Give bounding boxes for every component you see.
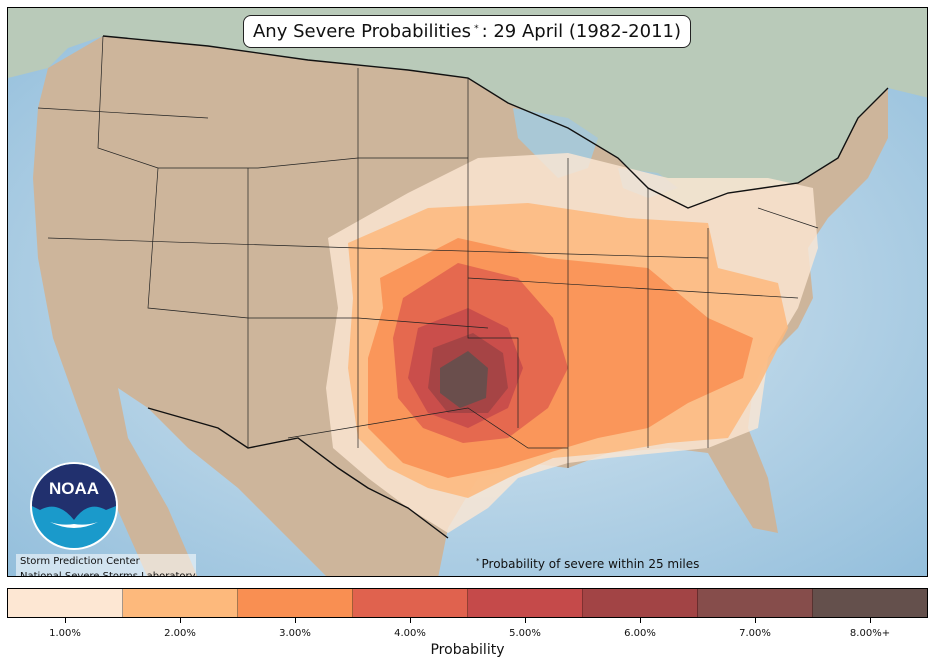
- colorbar-tick-label: 4.00%: [394, 628, 426, 639]
- colorbar-segment: [583, 589, 698, 617]
- contour-8pct: [440, 351, 488, 408]
- colorbar-tick-label: 6.00%: [624, 628, 656, 639]
- colorbar-label: Probability: [430, 642, 505, 658]
- colorbar-tick: [65, 617, 66, 623]
- credit-line-2: National Severe Storms Laboratory: [20, 571, 196, 577]
- colorbar-tick: [525, 617, 526, 623]
- colorbar-tick-label: 3.00%: [279, 628, 311, 639]
- colorbar-segment: [123, 589, 238, 617]
- colorbar-tick: [870, 617, 871, 623]
- title-suffix: : 29 April (1982-2011): [481, 21, 681, 42]
- map-panel: NOAA Storm Prediction Center National Se…: [7, 7, 928, 577]
- colorbar-segment: [813, 589, 927, 617]
- colorbar-tick-label: 1.00%: [49, 628, 81, 639]
- colorbar-tick-label: 2.00%: [164, 628, 196, 639]
- credit-line-1: Storm Prediction Center: [20, 556, 140, 567]
- noaa-logo: NOAA: [28, 460, 120, 552]
- colorbar-tick: [640, 617, 641, 623]
- credits-box: Storm Prediction Center National Severe …: [16, 554, 196, 577]
- map-svg: [8, 8, 927, 576]
- footnote: * Probability of severe within 25 miles: [476, 557, 699, 571]
- state-boundaries: [37, 35, 819, 468]
- colorbar-tick-label: 5.00%: [509, 628, 541, 639]
- us-canada-border: [102, 35, 889, 209]
- title-marker: *: [474, 23, 479, 34]
- colorbar-segment: [8, 589, 123, 617]
- footnote-text: Probability of severe within 25 miles: [481, 557, 700, 571]
- colorbar-tick-label: 8.00%+: [849, 628, 891, 639]
- us-mexico-border: [147, 407, 449, 539]
- canada-land: [8, 8, 927, 208]
- colorbar-tick: [410, 617, 411, 623]
- colorbar-segment: [238, 589, 353, 617]
- colorbar-tick: [295, 617, 296, 623]
- colorbar-tick-label: 7.00%: [739, 628, 771, 639]
- title-prefix: Any Severe Probabilities: [252, 21, 472, 42]
- colorbar: [7, 588, 928, 618]
- map-title: Any Severe Probabilities *: 29 April (198…: [243, 15, 691, 48]
- noaa-logo-text: NOAA: [49, 479, 99, 498]
- colorbar-segment: [468, 589, 583, 617]
- colorbar-tick: [180, 617, 181, 623]
- colorbar-segment: [698, 589, 813, 617]
- footnote-marker: *: [476, 557, 480, 565]
- noaa-logo-icon: NOAA: [30, 462, 118, 550]
- colorbar-segment: [353, 589, 468, 617]
- colorbar-tick: [755, 617, 756, 623]
